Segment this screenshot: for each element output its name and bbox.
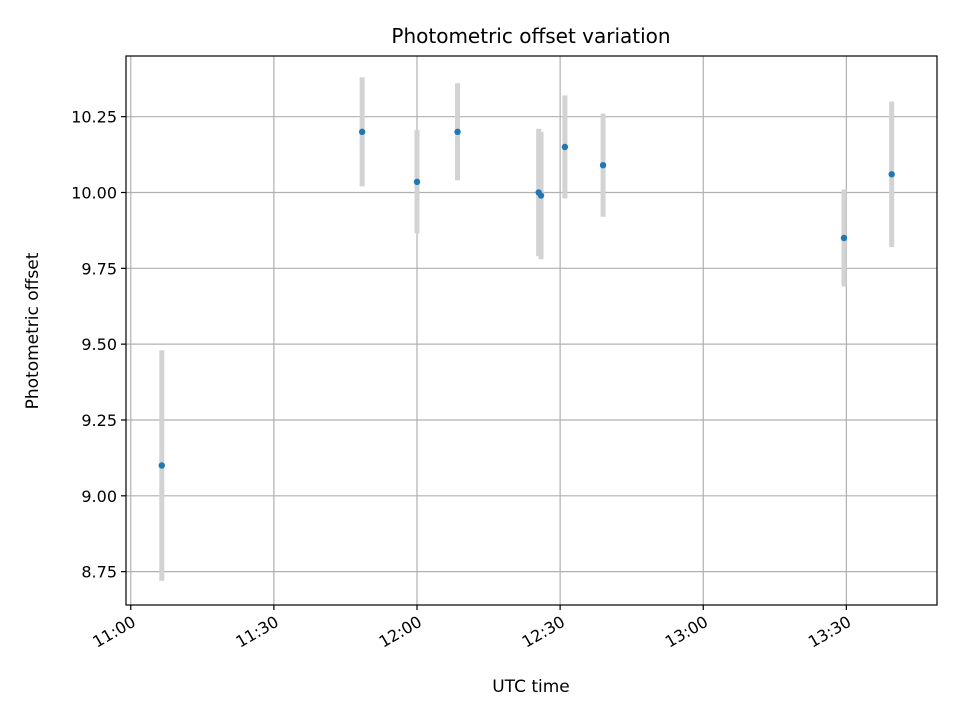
data-point	[561, 143, 569, 151]
data-point	[158, 462, 165, 469]
data-point	[599, 161, 607, 169]
y-tick-label: 9.25	[81, 411, 117, 430]
data-point	[840, 234, 848, 242]
data-point	[537, 192, 545, 199]
chart-title: Photometric offset variation	[391, 24, 670, 48]
y-tick-label: 9.75	[81, 259, 117, 278]
data-points	[158, 128, 895, 469]
data-point	[888, 171, 895, 178]
x-axis-label: UTC time	[492, 677, 570, 697]
data-point	[413, 178, 421, 186]
y-tick-label: 10.25	[71, 108, 117, 127]
data-point	[454, 128, 461, 136]
data-point	[358, 128, 366, 136]
y-tick-label: 10.00	[71, 183, 117, 202]
y-axis-ticks: 8.75 9.00 9.25 9.50 9.75 10.00 10.25	[71, 108, 126, 582]
plot-frame	[125, 55, 938, 606]
y-tick-label: 8.75	[81, 563, 117, 582]
y-tick-label: 9.50	[81, 335, 117, 354]
y-tick-label: 9.00	[81, 487, 117, 506]
grid-lines	[126, 56, 937, 605]
y-axis-label: Photometric offset	[23, 252, 43, 409]
